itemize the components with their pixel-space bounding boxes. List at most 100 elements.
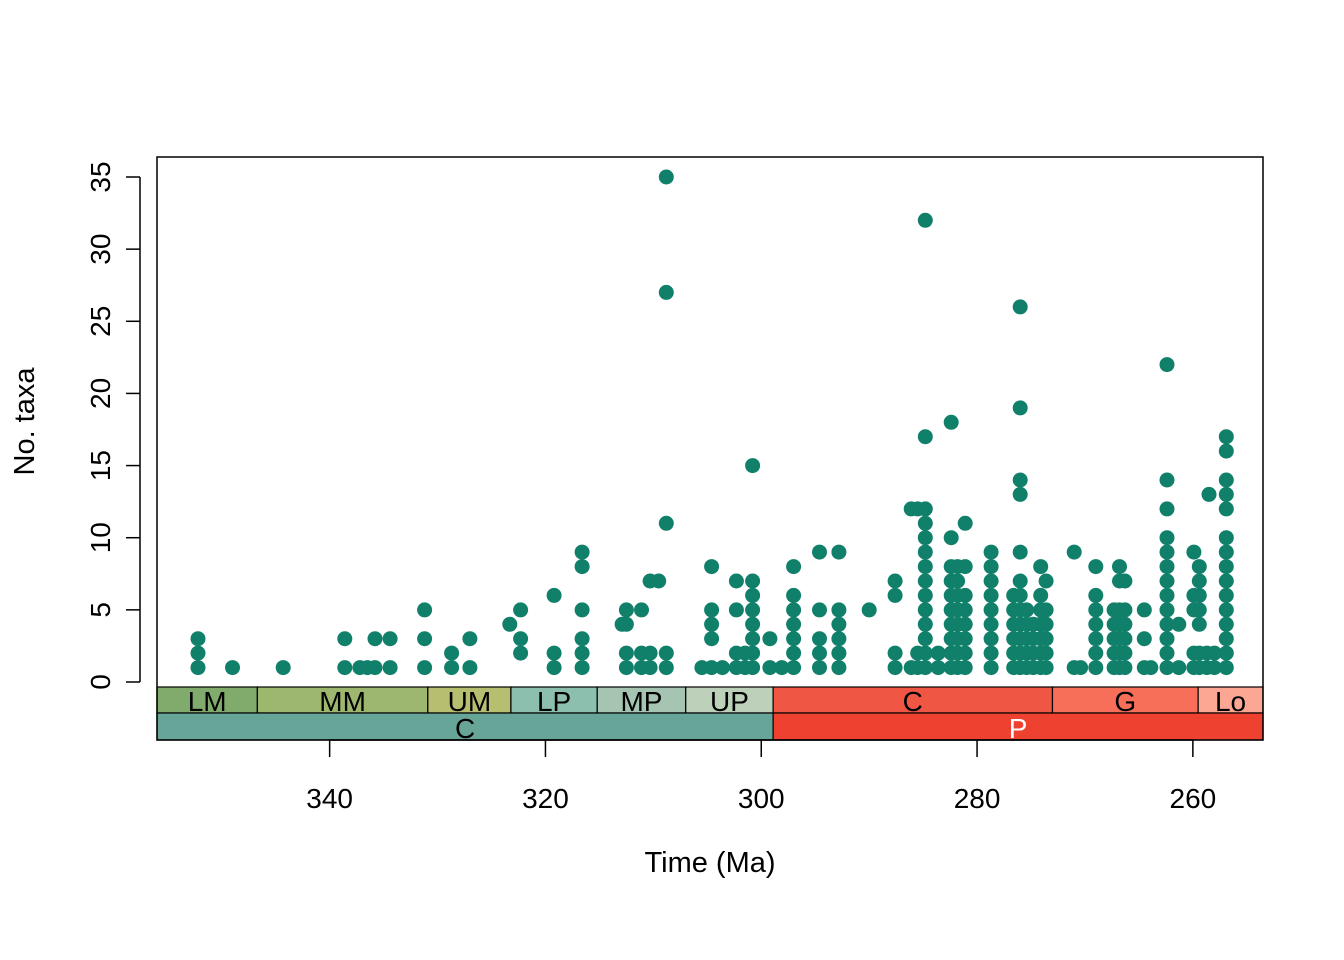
- x-tick-label: 280: [954, 783, 1001, 814]
- timescale-label: Lo: [1215, 686, 1246, 717]
- y-axis-title: No. taxa: [9, 367, 41, 476]
- y-tick-label: 5: [85, 602, 116, 618]
- data-point: [831, 616, 847, 632]
- data-point: [704, 616, 720, 632]
- data-point: [1159, 544, 1175, 560]
- y-tick-label: 20: [85, 378, 116, 409]
- data-point: [917, 429, 933, 445]
- data-point: [1117, 616, 1133, 632]
- data-point: [1218, 472, 1234, 488]
- data-point: [1088, 645, 1104, 661]
- data-point: [1159, 357, 1175, 373]
- data-point: [367, 631, 383, 647]
- data-point: [745, 602, 761, 618]
- data-point: [651, 573, 667, 589]
- data-point: [745, 616, 761, 632]
- data-point: [1191, 559, 1207, 575]
- data-point: [917, 515, 933, 531]
- timescale-interval: [1197, 686, 1264, 714]
- data-point: [1136, 602, 1152, 618]
- x-tick-label: 340: [306, 783, 353, 814]
- data-point: [762, 631, 778, 647]
- data-point: [382, 660, 398, 676]
- timescale-interval: [1051, 686, 1199, 714]
- data-point: [745, 458, 761, 474]
- data-point: [1159, 587, 1175, 603]
- data-point: [513, 602, 529, 618]
- data-point: [983, 559, 999, 575]
- timescale-label: UP: [710, 686, 749, 717]
- data-point: [1117, 660, 1133, 676]
- data-point: [917, 660, 933, 676]
- y-tick-label: 25: [85, 306, 116, 337]
- data-point: [1088, 660, 1104, 676]
- x-tick-label: 260: [1170, 783, 1217, 814]
- timescale-label: LM: [188, 686, 227, 717]
- data-point: [745, 587, 761, 603]
- data-point: [957, 631, 973, 647]
- data-point: [337, 660, 353, 676]
- y-axis: 0 5 10 15 20 25 30 35: [85, 161, 141, 690]
- data-point: [714, 660, 730, 676]
- data-point: [786, 587, 802, 603]
- data-point: [704, 660, 720, 676]
- data-point: [1033, 559, 1049, 575]
- data-point: [887, 573, 903, 589]
- data-point: [513, 645, 529, 661]
- data-point: [1143, 660, 1159, 676]
- data-point: [917, 212, 933, 228]
- data-point: [831, 544, 847, 560]
- data-point: [1159, 501, 1175, 517]
- timescale-label: LP: [537, 686, 571, 717]
- data-point: [382, 631, 398, 647]
- data-point: [462, 660, 478, 676]
- data-point: [1038, 645, 1054, 661]
- data-point: [1019, 602, 1035, 618]
- data-points: [190, 169, 1234, 676]
- data-point: [417, 660, 433, 676]
- data-point: [1218, 645, 1234, 661]
- data-point: [930, 645, 946, 661]
- data-point: [887, 645, 903, 661]
- data-point: [774, 660, 790, 676]
- data-point: [1117, 645, 1133, 661]
- data-point: [275, 660, 291, 676]
- data-point: [1218, 501, 1234, 517]
- data-point: [417, 602, 433, 618]
- data-point: [1012, 544, 1028, 560]
- data-point: [1159, 602, 1175, 618]
- data-point: [728, 573, 744, 589]
- data-point: [1159, 660, 1175, 676]
- data-point: [983, 544, 999, 560]
- data-point: [1191, 616, 1207, 632]
- data-point: [1191, 602, 1207, 618]
- data-point: [930, 660, 946, 676]
- data-point: [1033, 587, 1049, 603]
- data-point: [546, 645, 562, 661]
- data-point: [658, 645, 674, 661]
- data-point: [574, 631, 590, 647]
- data-point: [1038, 602, 1054, 618]
- data-point: [367, 660, 383, 676]
- data-point: [745, 660, 761, 676]
- data-point: [704, 631, 720, 647]
- data-point: [957, 587, 973, 603]
- data-point: [642, 645, 658, 661]
- data-point: [1136, 631, 1152, 647]
- data-point: [786, 645, 802, 661]
- data-point: [546, 587, 562, 603]
- data-point: [1218, 530, 1234, 546]
- data-point: [745, 645, 761, 661]
- data-point: [917, 645, 933, 661]
- data-point: [831, 645, 847, 661]
- data-point: [1038, 573, 1054, 589]
- data-point: [957, 645, 973, 661]
- data-point: [917, 559, 933, 575]
- data-point: [574, 602, 590, 618]
- timescale-label: G: [1114, 686, 1136, 717]
- data-point: [887, 660, 903, 676]
- data-point: [1206, 660, 1222, 676]
- data-point: [861, 602, 877, 618]
- data-point: [618, 645, 634, 661]
